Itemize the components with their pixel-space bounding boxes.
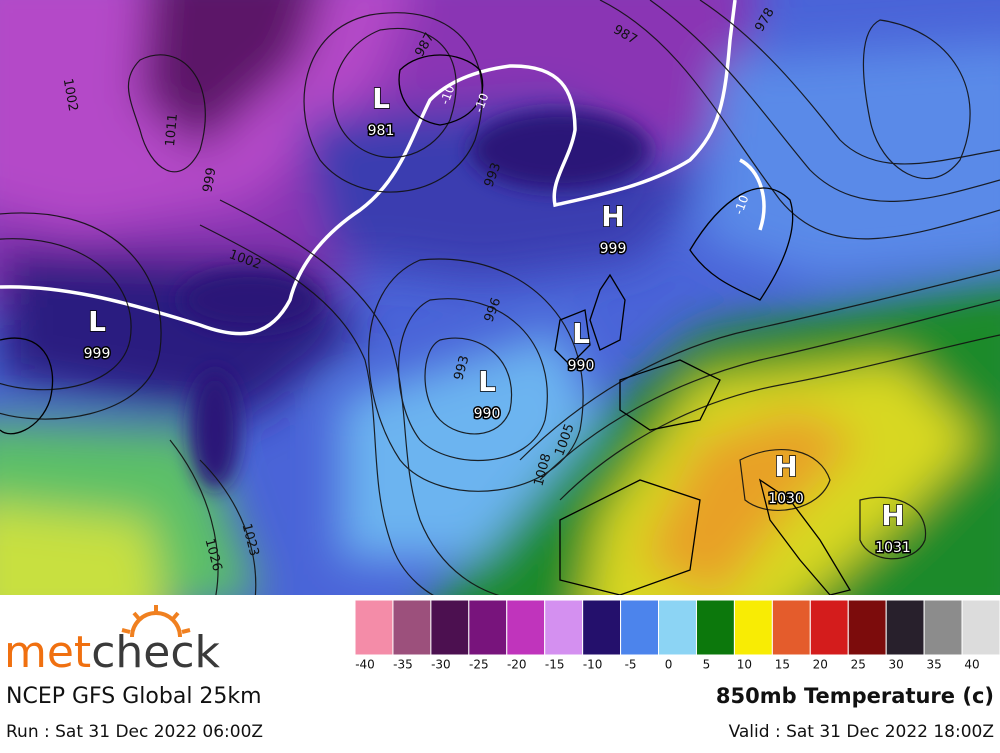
legend-swatch [771,599,811,656]
pressure-value: 999 [84,346,111,362]
legend-swatch [430,599,470,656]
legend-label: -20 [507,658,527,672]
pressure-centers: L 981 H 999 L 999 L 990 L 990 H 1030 H 1031 [82,81,912,557]
legend-swatch [847,599,887,656]
isotherm-label: -10 [732,193,752,216]
pressure-symbol: L [372,82,390,115]
valid-time: Valid : Sat 31 Dec 2022 18:00Z [729,722,994,742]
isotherm-label: -10 [472,91,492,114]
legend-label: 30 [889,658,904,672]
legend-label: -10 [583,658,603,672]
legend-label: 5 [703,658,711,672]
isobars [0,0,1000,595]
legend-label: -30 [431,658,451,672]
pressure-symbol: L [88,305,106,338]
legend-swatch [582,599,622,656]
legend-swatch [620,599,660,656]
logo-met: met [4,627,91,678]
legend-swatch [468,599,508,656]
coastlines [0,54,852,595]
logo-text: metcheck [4,627,221,678]
legend-label: -15 [545,658,565,672]
isobar-label: 1011 [163,113,181,147]
legend-swatch [658,599,697,656]
legend-swatch [392,599,432,656]
run-time: Run : Sat 31 Dec 2022 06:00Z [6,722,263,742]
pressure-value: 990 [568,358,595,374]
legend-swatch [885,599,925,656]
legend-swatch [961,599,1000,656]
legend-swatch [695,599,735,656]
isotherm-label: -10 [438,83,458,106]
isobar-label: 993 [452,354,473,382]
logo-sun [121,605,191,638]
legend-label: 40 [964,658,979,672]
map [0,0,1000,595]
legend-swatch [506,599,546,656]
legend-label: 15 [775,658,790,672]
isobar-label: 1002 [60,77,81,112]
legend-swatch [354,599,394,656]
legend-swatch [809,599,849,656]
legend-label: -40 [355,658,375,672]
legend-label: 0 [665,658,673,672]
pressure-symbol: H [601,200,624,233]
pressure-value: 981 [368,123,395,139]
pressure-symbol: L [572,317,590,350]
model-name: NCEP GFS Global 25km [6,684,262,709]
cold-cores [180,110,650,490]
logo: metcheck [4,605,221,678]
isobar-label: 999 [200,166,219,193]
legend-label: 10 [737,658,752,672]
legend-swatch [923,599,963,656]
legend-label: -5 [625,658,637,672]
legend-swatch [733,599,773,656]
legend-label: 25 [851,658,866,672]
legend-label: -35 [393,658,413,672]
product-name: 850mb Temperature (c) [716,684,994,708]
pressure-symbol: H [881,499,904,532]
logo-check: check [91,627,220,678]
legend-label: 20 [813,658,828,672]
pressure-value: 1031 [875,540,911,556]
pressure-symbol: H [774,450,797,483]
pressure-symbol: L [478,365,496,398]
pressure-value: 990 [474,406,501,422]
legend-swatch [544,599,584,656]
color-legend: -40 -35 -30 -25 -20 -15 -10 -5 0 5 10 15 20 25 30 35 40 [354,599,1000,672]
legend-label: 35 [926,658,941,672]
legend-label: -25 [469,658,489,672]
pressure-value: 999 [600,241,627,257]
pressure-value: 1030 [768,491,804,507]
